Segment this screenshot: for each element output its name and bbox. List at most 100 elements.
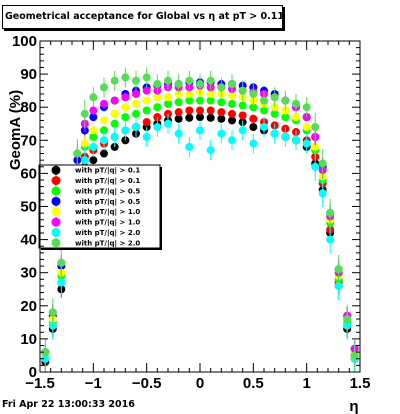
data-point (142, 73, 151, 82)
x-tick-label: 1.5 (350, 375, 371, 392)
data-point (121, 113, 130, 122)
data-point (217, 114, 226, 123)
data-point (249, 123, 258, 132)
legend-label: with pT/|q| > 0.5 (75, 198, 140, 207)
data-point (164, 99, 172, 108)
y-tick-label: 50 (20, 199, 37, 216)
x-tick-label: −0.5 (132, 375, 162, 392)
data-point (110, 76, 119, 85)
data-point (206, 96, 215, 105)
y-tick-label: 10 (20, 331, 37, 348)
y-tick-label: 40 (20, 232, 37, 249)
data-point (121, 126, 130, 135)
data-point (89, 126, 98, 135)
x-tick-label: 0.5 (243, 375, 264, 392)
y-tick-label: 30 (20, 265, 37, 282)
data-point (153, 80, 162, 89)
data-point (174, 80, 183, 89)
data-point (41, 348, 50, 357)
legend-label: with pT/|q| > 1.0 (75, 208, 140, 217)
x-tick-label: −1 (85, 375, 102, 392)
data-point (318, 159, 327, 168)
data-point (196, 126, 204, 135)
data-point (318, 189, 327, 198)
data-point (350, 351, 359, 360)
data-point (206, 146, 215, 155)
data-point (281, 113, 290, 122)
data-point (142, 86, 151, 95)
chart-title: Geometrical acceptance for Global vs η a… (2, 5, 284, 29)
x-tick-label: 0 (196, 375, 204, 392)
data-point (311, 142, 320, 151)
data-point (334, 281, 343, 290)
data-point (89, 113, 98, 122)
data-point (100, 83, 108, 92)
timestamp: Fri Apr 22 13:00:33 2016 (2, 399, 135, 410)
data-point (121, 103, 130, 112)
data-point (153, 103, 162, 112)
data-point (80, 139, 89, 148)
data-point (302, 123, 311, 132)
data-point (80, 156, 89, 165)
legend-label: with pT/|q| > 0.1 (75, 177, 140, 186)
data-point (164, 93, 172, 102)
data-point (132, 109, 140, 118)
data-point (100, 99, 108, 108)
data-point (89, 142, 98, 151)
data-point (164, 119, 172, 128)
data-point (206, 76, 215, 85)
data-point (110, 132, 119, 141)
data-point (100, 149, 108, 158)
data-point (228, 109, 236, 118)
data-point (142, 96, 151, 105)
data-point (302, 103, 311, 112)
data-point (89, 106, 98, 115)
data-point (326, 235, 335, 244)
y-tick-label: 80 (20, 99, 37, 116)
data-point (89, 156, 98, 165)
data-point (153, 123, 162, 132)
data-point (228, 99, 236, 108)
x-tick-label: −1.5 (25, 375, 55, 392)
data-point (185, 106, 194, 115)
data-point (260, 96, 268, 105)
y-axis-label: GeomA (%) (7, 90, 24, 170)
data-point (228, 116, 236, 125)
data-point (217, 98, 226, 107)
data-point (302, 139, 311, 148)
data-point (89, 93, 98, 102)
y-tick-label: 20 (20, 298, 37, 315)
data-point (249, 139, 258, 148)
data-point (196, 113, 204, 122)
data-point (132, 76, 140, 85)
data-point (217, 108, 226, 117)
data-point (196, 80, 204, 89)
data-point (100, 116, 108, 125)
data-point (326, 209, 335, 218)
data-point (238, 101, 247, 110)
data-point (57, 258, 66, 267)
data-point (292, 99, 300, 108)
legend-label: with pT/|q| > 2.0 (75, 239, 140, 248)
data-point (281, 132, 290, 141)
data-point (132, 123, 140, 132)
data-point (249, 89, 258, 98)
data-point (110, 109, 119, 118)
data-point (121, 93, 130, 102)
data-point (48, 308, 57, 317)
legend-label: with pT/|q| > 2.0 (75, 229, 140, 238)
data-point (185, 76, 194, 85)
data-point (260, 123, 268, 132)
data-point (185, 113, 194, 122)
data-point (249, 103, 258, 112)
data-point (206, 106, 215, 115)
data-point (121, 73, 130, 82)
data-point (228, 91, 236, 100)
data-point (292, 136, 300, 145)
data-point (311, 123, 320, 132)
data-point (270, 93, 279, 102)
data-point (57, 278, 66, 287)
data-point (132, 99, 140, 108)
